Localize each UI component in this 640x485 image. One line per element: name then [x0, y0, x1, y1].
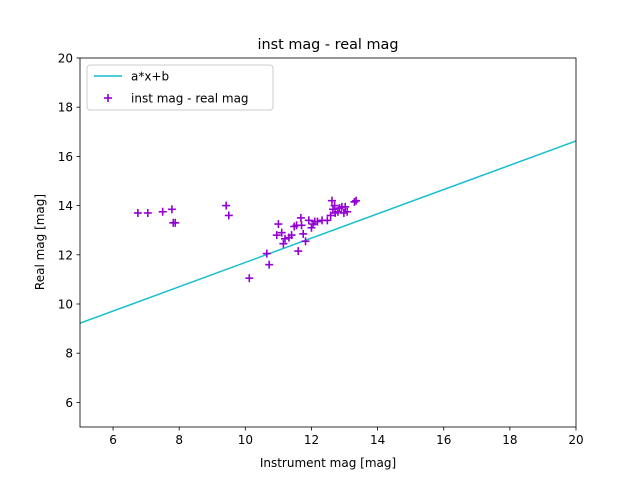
x-tick-label: 10	[238, 433, 253, 447]
data-point	[143, 208, 152, 217]
data-point	[296, 213, 305, 222]
plot-area	[80, 140, 576, 324]
data-point	[333, 207, 342, 216]
legend-label: a*x+b	[131, 70, 169, 84]
data-point	[287, 231, 296, 240]
data-point	[274, 220, 283, 229]
data-point	[343, 207, 352, 216]
x-tick-label: 12	[304, 433, 319, 447]
data-point	[167, 205, 176, 214]
chart-title: inst mag - real mag	[258, 37, 399, 53]
data-point	[171, 218, 180, 227]
data-point	[326, 211, 335, 220]
data-point	[350, 197, 359, 206]
x-tick-label: 14	[370, 433, 385, 447]
data-point	[301, 237, 310, 246]
series-group	[80, 140, 576, 324]
data-point	[294, 247, 303, 256]
fit-line	[80, 140, 576, 324]
data-point	[224, 211, 233, 220]
legend: a*x+b inst mag - real mag	[86, 64, 274, 111]
data-point	[245, 274, 254, 283]
data-point	[330, 201, 339, 210]
x-axis-label: Instrument mag [mag]	[260, 456, 396, 470]
data-point	[304, 216, 313, 225]
data-point	[158, 207, 167, 216]
data-point	[281, 234, 290, 243]
data-point	[272, 231, 281, 240]
y-axis-label: Real mag [mag]	[33, 194, 47, 290]
legend-box	[86, 64, 274, 111]
data-point	[307, 223, 316, 232]
axes-frame	[79, 57, 577, 428]
y-tick-label: 18	[58, 101, 73, 115]
x-tick-label: 18	[502, 433, 517, 447]
data-point	[265, 260, 274, 269]
y-tick-label: 6	[65, 396, 73, 410]
data-point	[327, 196, 336, 205]
data-point	[341, 202, 350, 211]
x-tick-label: 6	[109, 433, 117, 447]
y-tick-label: 10	[58, 298, 73, 312]
x-tick-label: 8	[175, 433, 183, 447]
y-tick-label: 20	[58, 52, 73, 66]
axes: 6 8 10 12 14 16 18 20 6 8 10 12 14 16 18 20	[58, 52, 584, 448]
data-point	[297, 221, 306, 230]
data-point	[277, 228, 286, 237]
data-point	[262, 249, 271, 258]
data-point	[323, 216, 332, 225]
x-tick-label: 16	[436, 433, 451, 447]
y-tick-label: 12	[58, 248, 73, 262]
legend-label: inst mag - real mag	[131, 92, 249, 106]
y-tick-label: 8	[65, 347, 73, 361]
data-point	[279, 239, 288, 248]
data-point	[299, 229, 308, 238]
y-tick-label: 14	[58, 199, 73, 213]
x-tick-label: 20	[568, 433, 583, 447]
y-tick-label: 16	[58, 150, 73, 164]
data-point	[222, 201, 231, 210]
data-point	[313, 217, 322, 226]
data-point	[133, 208, 142, 217]
data-point	[352, 196, 361, 205]
